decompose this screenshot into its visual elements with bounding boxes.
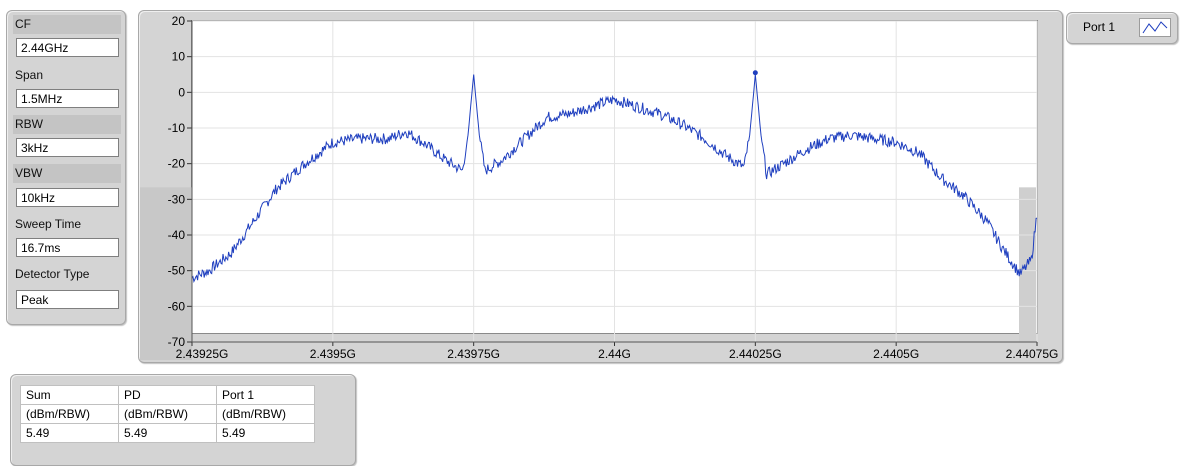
legend-port1-label: Port 1 xyxy=(1083,20,1116,34)
cf-label: CF xyxy=(13,15,121,34)
y-tick-label: -70 xyxy=(168,335,186,349)
plot-scroll-band[interactable] xyxy=(1019,187,1036,342)
rbw-label: RBW xyxy=(13,115,121,134)
y-tick-label: -60 xyxy=(168,299,186,313)
y-tick-label: 20 xyxy=(172,14,186,28)
y-tick-label: 10 xyxy=(172,50,186,64)
plot-legend: Port 1 xyxy=(1066,12,1178,44)
power-table-panel: Sum PD Port 1 (dBm/RBW) (dBm/RBW) (dBm/R… xyxy=(10,374,356,466)
y-tick-label: 0 xyxy=(178,85,185,99)
power-table: Sum PD Port 1 (dBm/RBW) (dBm/RBW) (dBm/R… xyxy=(20,385,315,443)
header-sum: Sum xyxy=(20,385,119,405)
spectrum-chart: 20 10 0 -10 -20 -30 -40 -50 -60 -702.43925G 2.4395… xyxy=(140,14,1059,361)
vbw-field[interactable]: 10kHz xyxy=(16,188,119,207)
peak-marker[interactable] xyxy=(752,70,758,76)
y-tick-label: -40 xyxy=(168,228,186,242)
detector-type-label: Detector Type xyxy=(15,267,90,281)
span-field[interactable]: 1.5MHz xyxy=(16,89,119,108)
table-header-row: Sum PD Port 1 xyxy=(20,385,315,405)
x-tick-label: 2.44G xyxy=(598,347,631,361)
sweep-time-field[interactable]: 16.7ms xyxy=(16,238,119,257)
trace-style-icon[interactable] xyxy=(1139,18,1171,37)
y-tick-label: -50 xyxy=(168,264,186,278)
x-tick-label: 2.4395G xyxy=(310,347,356,361)
x-tick-label: 2.44025G xyxy=(729,347,782,361)
y-tick-label: -30 xyxy=(168,192,186,206)
span-label: Span xyxy=(15,68,44,82)
unit-pd: (dBm/RBW) xyxy=(118,404,217,424)
cf-field[interactable]: 2.44GHz xyxy=(16,38,119,57)
sweep-time-label: Sweep Time xyxy=(15,217,82,231)
line-sample-icon xyxy=(1142,21,1168,34)
value-sum[interactable]: 5.49 xyxy=(20,423,119,443)
unit-sum: (dBm/RBW) xyxy=(20,404,119,424)
x-tick-label: 2.43975G xyxy=(447,347,500,361)
table-value-row: 5.49 5.49 5.49 xyxy=(20,423,315,443)
analyzer-settings-panel: CF 2.44GHz Span 1.5MHz RBW 3kHz VBW 10kH… xyxy=(6,10,126,325)
detector-type-field[interactable]: Peak xyxy=(16,290,119,309)
value-pd[interactable]: 5.49 xyxy=(118,423,217,443)
table-units-row: (dBm/RBW) (dBm/RBW) (dBm/RBW) xyxy=(20,404,315,424)
value-port1[interactable]: 5.49 xyxy=(216,423,315,443)
trace-port1 xyxy=(191,74,1038,283)
header-port1: Port 1 xyxy=(216,385,315,405)
header-pd: PD xyxy=(118,385,217,405)
spectrum-graph: 20 10 0 -10 -20 -30 -40 -50 -60 -70 2.43925G 2.4395… xyxy=(138,10,1063,363)
y-axis-band xyxy=(140,187,192,360)
y-tick-label: -10 xyxy=(168,121,186,135)
vbw-label: VBW xyxy=(13,164,121,183)
unit-port1: (dBm/RBW) xyxy=(216,404,315,424)
y-tick-label: -20 xyxy=(168,157,186,171)
x-tick-label: 2.44075G xyxy=(1006,347,1059,361)
x-tick-label: 2.43925G xyxy=(176,347,229,361)
x-tick-label: 2.4405G xyxy=(873,347,919,361)
rbw-field[interactable]: 3kHz xyxy=(16,138,119,157)
